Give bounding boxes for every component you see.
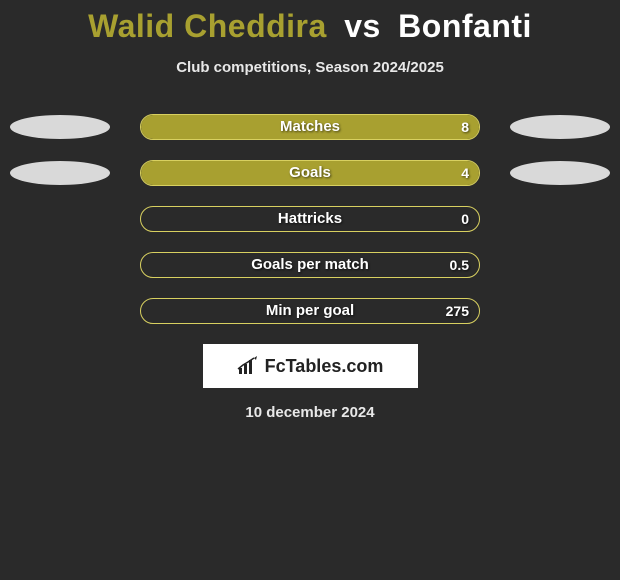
stat-bar: Goals per match0.5 <box>140 252 480 278</box>
vs-label: vs <box>344 8 381 44</box>
comparison-chart: Matches8Goals4Hattricks0Goals per match0… <box>0 114 620 326</box>
stat-label: Goals <box>141 161 479 185</box>
stat-label: Matches <box>141 115 479 139</box>
fctables-logo: FcTables.com <box>203 344 418 388</box>
stat-value: 0 <box>461 207 469 231</box>
stat-row: Min per goal275 <box>0 298 620 326</box>
stat-value: 4 <box>461 161 469 185</box>
stat-value: 275 <box>446 299 469 323</box>
stat-value: 0.5 <box>450 253 469 277</box>
player2-name: Bonfanti <box>398 8 532 44</box>
comparison-title: Walid Cheddira vs Bonfanti <box>0 0 620 45</box>
stat-label: Goals per match <box>141 253 479 277</box>
subtitle: Club competitions, Season 2024/2025 <box>0 59 620 76</box>
stat-label: Min per goal <box>141 299 479 323</box>
player1-ellipse <box>10 115 110 139</box>
stat-bar: Matches8 <box>140 114 480 140</box>
stat-row: Goals4 <box>0 160 620 188</box>
footer-date: 10 december 2024 <box>0 404 620 421</box>
stat-value: 8 <box>461 115 469 139</box>
stat-row: Matches8 <box>0 114 620 142</box>
player1-ellipse <box>10 161 110 185</box>
logo-text: FcTables.com <box>265 356 384 377</box>
chart-icon <box>237 356 259 376</box>
stat-row: Hattricks0 <box>0 206 620 234</box>
stat-label: Hattricks <box>141 207 479 231</box>
stat-row: Goals per match0.5 <box>0 252 620 280</box>
player2-ellipse <box>510 115 610 139</box>
stat-bar: Min per goal275 <box>140 298 480 324</box>
player1-name: Walid Cheddira <box>88 8 327 44</box>
player2-ellipse <box>510 161 610 185</box>
stat-bar: Hattricks0 <box>140 206 480 232</box>
stat-bar: Goals4 <box>140 160 480 186</box>
